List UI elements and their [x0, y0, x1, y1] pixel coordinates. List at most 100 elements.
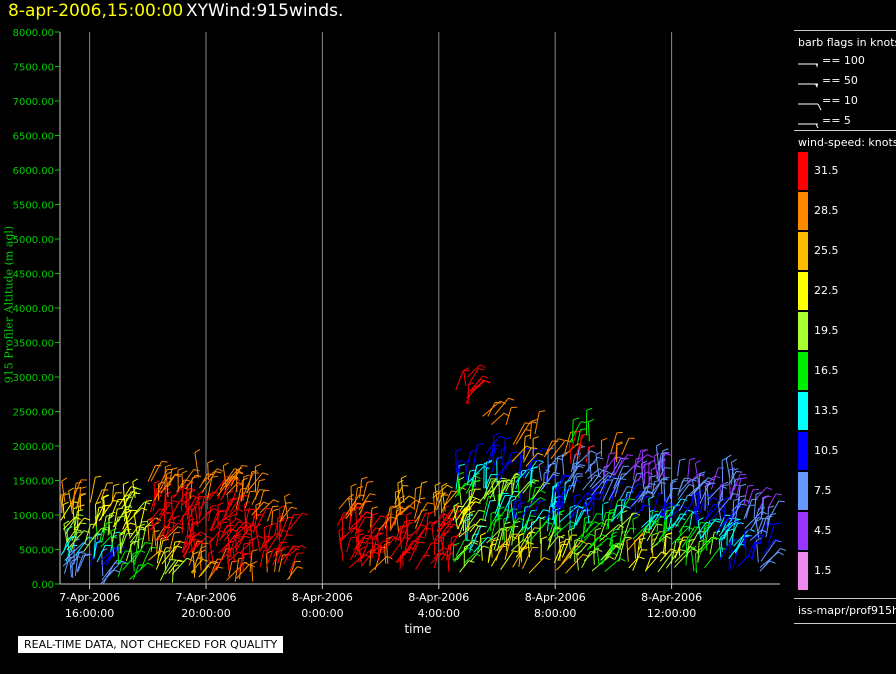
- wind-barb-flag: [229, 513, 236, 518]
- wind-barb: [494, 397, 509, 416]
- wind-barb: [686, 531, 700, 552]
- wind-barb-flag: [574, 493, 581, 497]
- wind-barb-flag: [293, 547, 300, 551]
- wind-barb-flag: [405, 512, 412, 516]
- wind-barb: [176, 479, 185, 493]
- y-tick-label: 8000.00: [13, 28, 54, 39]
- wind-barb-flag: [76, 481, 83, 484]
- wind-barb: [620, 500, 623, 521]
- wind-barb-flag: [596, 543, 603, 548]
- wind-barb-flag: [473, 480, 480, 483]
- wind-barb-flag: [479, 364, 486, 368]
- wind-barb: [499, 480, 505, 501]
- wind-barb-flag: [223, 517, 230, 521]
- wind-barb-flag: [244, 536, 251, 538]
- wind-barb: [255, 480, 260, 500]
- wind-barb: [377, 535, 380, 561]
- wind-barb-flag: [627, 454, 634, 457]
- wind-barb: [359, 502, 364, 519]
- wind-barb: [432, 513, 446, 526]
- wind-barb: [641, 513, 657, 528]
- wind-barb: [743, 531, 746, 549]
- wind-barb-flag: [199, 531, 206, 536]
- wind-barb-flag: [251, 561, 258, 565]
- wind-barb: [383, 544, 387, 564]
- y-tick-label: 1000.00: [13, 511, 54, 522]
- wind-barb: [686, 459, 691, 482]
- wind-barb: [518, 531, 531, 552]
- wind-barb: [161, 545, 177, 565]
- wind-barb: [570, 454, 576, 473]
- wind-barb-flag: [469, 469, 476, 472]
- wind-barb: [225, 482, 239, 496]
- wind-barb-flag: [552, 473, 559, 477]
- wind-barb: [585, 447, 590, 463]
- wind-barb: [651, 481, 655, 496]
- wind-barb: [171, 542, 176, 560]
- wind-barb: [709, 532, 715, 555]
- wind-barb-flag: [688, 484, 695, 487]
- wind-barb: [657, 467, 665, 481]
- wind-barb-flag: [232, 544, 239, 549]
- wind-barb-flag: [174, 531, 181, 534]
- wind-barb: [747, 542, 756, 557]
- wind-barb: [108, 517, 111, 535]
- wind-barb: [347, 497, 352, 517]
- wind-barb-flag: [210, 504, 217, 507]
- wind-barb: [193, 535, 208, 550]
- wind-barb: [744, 511, 762, 530]
- colorbar-swatch: [798, 352, 808, 390]
- wind-barb: [700, 536, 715, 553]
- wind-barb: [210, 510, 222, 532]
- wind-barb-flag: [290, 506, 298, 510]
- wind-barb-flag: [75, 487, 82, 490]
- wind-barb-flag: [656, 442, 662, 447]
- wind-barb: [608, 482, 618, 500]
- wind-barb: [208, 479, 225, 501]
- wind-barb-flag: [111, 535, 118, 539]
- wind-barb: [400, 478, 405, 504]
- wind-barb: [147, 465, 156, 482]
- wind-barb: [557, 539, 567, 561]
- legend-divider: [794, 623, 896, 624]
- wind-barb-flag: [577, 475, 584, 478]
- wind-barb: [274, 521, 279, 536]
- wind-barb: [259, 533, 277, 550]
- wind-barb: [569, 507, 579, 521]
- wind-barb-flag: [212, 491, 219, 495]
- wind-barb-flag: [192, 551, 199, 555]
- wind-barb: [511, 473, 516, 495]
- wind-barb: [737, 485, 741, 502]
- wind-barb: [415, 554, 425, 570]
- wind-barb: [201, 471, 216, 493]
- wind-barb: [704, 485, 707, 511]
- wind-barb: [176, 487, 190, 507]
- wind-barb-flag: [412, 540, 419, 543]
- wind-barb-flag: [544, 470, 551, 474]
- wind-barb-flag: [665, 509, 672, 512]
- wind-barb: [222, 508, 238, 522]
- wind-barb-flag: [235, 533, 242, 537]
- wind-barb-flag: [621, 510, 628, 514]
- wind-barb-flag: [578, 507, 585, 510]
- wind-barb: [184, 483, 189, 509]
- wind-barb-flag: [480, 537, 487, 540]
- wind-barb: [123, 491, 132, 506]
- wind-barb: [550, 439, 566, 460]
- wind-barb: [601, 503, 604, 521]
- wind-barb: [61, 480, 66, 502]
- wind-barb: [678, 494, 689, 512]
- wind-barb: [471, 379, 485, 392]
- wind-barb-flag: [273, 499, 280, 503]
- wind-barb: [528, 482, 532, 501]
- wind-barb-flag: [125, 550, 132, 553]
- wind-barb: [733, 528, 750, 547]
- wind-barb-flag: [440, 492, 447, 496]
- wind-barb: [573, 533, 591, 553]
- wind-barb-flag: [169, 521, 176, 524]
- wind-barb: [153, 525, 157, 547]
- wind-barb-flag: [380, 540, 388, 543]
- wind-barb-flag: [743, 535, 750, 537]
- wind-barb-flag: [778, 500, 785, 503]
- wind-barb: [239, 535, 259, 554]
